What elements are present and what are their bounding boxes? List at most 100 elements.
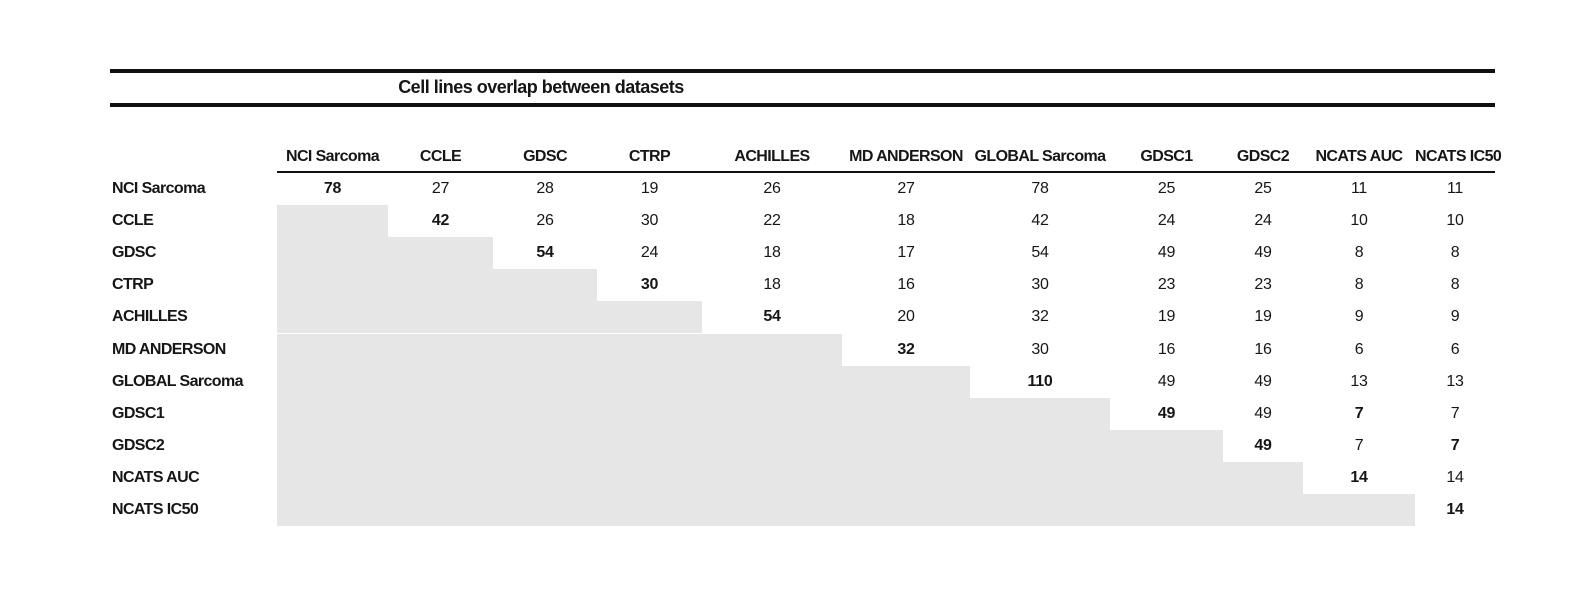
matrix-cell: 19 [640, 180, 659, 197]
matrix-row-md-anderson: MD ANDERSON 32 30 16 16 6 6 [0, 333, 1577, 366]
matrix-cell: 49 [1254, 372, 1272, 390]
shaded-lower-triangle-region [277, 494, 1415, 527]
matrix-cell: 54 [1031, 244, 1049, 262]
matrix-cell: 22 [763, 212, 781, 230]
matrix-cell: 32 [897, 340, 915, 358]
matrix-cell: 49 [1254, 244, 1272, 262]
matrix-row-ncats-ic50: NCATS IC50 14 [0, 494, 1577, 527]
matrix-cell: 42 [431, 212, 450, 230]
matrix-cell: 14 [1446, 501, 1464, 518]
matrix-cell: 8 [1354, 276, 1364, 294]
matrix-cell: 30 [1031, 340, 1049, 358]
top-rule [110, 69, 1495, 73]
matrix-cell: 18 [763, 244, 781, 262]
matrix-cell: 9 [1354, 308, 1364, 326]
column-header-global-sarcoma: GLOBAL Sarcoma [974, 148, 1107, 165]
shaded-lower-triangle-region [277, 365, 970, 398]
matrix-row-gdsc: GDSC 54 24 18 17 54 49 49 8 8 [0, 237, 1577, 270]
matrix-cell: 11 [1446, 180, 1463, 197]
column-header-md-anderson: MD ANDERSON [849, 148, 963, 165]
matrix-cell: 42 [1031, 212, 1049, 230]
matrix-row-gdsc1: GDSC1 49 49 7 7 [0, 397, 1577, 430]
shaded-lower-triangle-region [277, 333, 842, 366]
matrix-cell: 26 [536, 212, 554, 230]
matrix-cell: 32 [1031, 308, 1049, 326]
column-header-row: NCI Sarcoma CCLE GDSC CTRP ACHILLES MD ANDERS… [0, 146, 1577, 168]
matrix-cell: 54 [763, 308, 781, 326]
matrix-cell: 20 [897, 308, 915, 326]
row-label-ncats-auc: NCATS AUC [112, 468, 200, 486]
header-underline-rule [277, 171, 1495, 173]
matrix-cell: 49 [1254, 404, 1272, 422]
matrix-cell: 30 [1031, 276, 1049, 294]
matrix-row-global-sarcoma: GLOBAL Sarcoma 110 49 49 13 13 [0, 365, 1577, 398]
matrix-cell: 24 [1254, 212, 1272, 230]
matrix-cell: 19 [1254, 308, 1272, 326]
shaded-lower-triangle-region [277, 269, 597, 302]
row-label-gdsc1: GDSC1 [112, 404, 165, 422]
column-header-ncats-auc: NCATS AUC [1315, 148, 1403, 165]
matrix-cell: 26 [763, 180, 781, 197]
matrix-cell: 6 [1450, 340, 1460, 358]
matrix-cell: 25 [1254, 180, 1272, 197]
column-header-nci-sarcoma: NCI Sarcoma [286, 148, 380, 165]
matrix-cell: 54 [536, 244, 554, 262]
matrix-cell: 18 [897, 212, 915, 230]
matrix-cell: 17 [897, 244, 915, 262]
matrix-cell: 49 [1157, 244, 1176, 262]
matrix-cell: 30 [640, 276, 659, 294]
matrix-cell: 6 [1354, 340, 1364, 358]
matrix-row-nci-sarcoma: NCI Sarcoma 78 27 28 19 26 27 78 25 25 11 11 [0, 173, 1577, 205]
title-bottom-rule [110, 103, 1495, 107]
row-label-global-sarcoma: GLOBAL Sarcoma [112, 372, 244, 390]
matrix-cell: 8 [1354, 244, 1364, 262]
column-header-gdsc2: GDSC2 [1236, 148, 1290, 165]
column-header-gdsc: GDSC [523, 148, 567, 165]
matrix-cell: 19 [1157, 308, 1176, 326]
row-label-achilles: ACHILLES [112, 308, 188, 326]
matrix-row-gdsc2: GDSC2 49 7 7 [0, 429, 1577, 462]
column-header-ncats-ic50: NCATS IC50 [1415, 148, 1502, 165]
row-label-nci-sarcoma: NCI Sarcoma [112, 180, 206, 197]
matrix-cell: 11 [1350, 180, 1367, 197]
matrix-cell: 13 [1446, 372, 1464, 390]
matrix-cell: 7 [1450, 436, 1460, 454]
shaded-lower-triangle-region [277, 429, 1223, 462]
matrix-cell: 7 [1354, 404, 1364, 422]
matrix-cell: 30 [640, 212, 659, 230]
shaded-lower-triangle-region [277, 237, 493, 270]
matrix-cell: 16 [1254, 340, 1272, 358]
matrix-cell: 16 [897, 276, 915, 294]
matrix-row-achilles: ACHILLES 54 20 32 19 19 9 9 [0, 301, 1577, 334]
matrix-cell: 10 [1446, 212, 1464, 230]
matrix-cell: 24 [640, 244, 659, 262]
matrix-row-ncats-auc: NCATS AUC 14 14 [0, 461, 1577, 494]
row-label-md-anderson: MD ANDERSON [112, 340, 226, 358]
matrix-cell: 7 [1354, 436, 1364, 454]
matrix-cell: 23 [1157, 276, 1176, 294]
matrix-cell: 24 [1157, 212, 1176, 230]
matrix-cell: 110 [1027, 372, 1053, 390]
matrix-cell: 7 [1450, 404, 1460, 422]
shaded-lower-triangle-region [277, 461, 1303, 494]
matrix-cell: 49 [1157, 404, 1176, 422]
matrix-cell: 28 [536, 180, 554, 197]
matrix-cell: 25 [1157, 180, 1176, 197]
matrix-cell: 78 [1031, 180, 1049, 197]
matrix-cell: 78 [323, 180, 342, 197]
shaded-lower-triangle-region [277, 397, 1110, 430]
column-header-gdsc1: GDSC1 [1140, 148, 1193, 165]
row-label-gdsc: GDSC [112, 244, 156, 262]
column-header-ctrp: CTRP [628, 148, 671, 165]
matrix-cell: 10 [1350, 212, 1368, 230]
matrix-cell: 14 [1350, 468, 1368, 486]
row-label-gdsc2: GDSC2 [112, 436, 165, 454]
matrix-cell: 49 [1157, 372, 1176, 390]
shaded-lower-triangle-region [277, 205, 388, 238]
matrix-cell: 14 [1446, 468, 1464, 486]
column-header-achilles: ACHILLES [734, 148, 810, 165]
matrix-cell: 8 [1450, 276, 1460, 294]
matrix-cell: 49 [1254, 436, 1272, 454]
row-label-ccle: CCLE [112, 212, 154, 230]
